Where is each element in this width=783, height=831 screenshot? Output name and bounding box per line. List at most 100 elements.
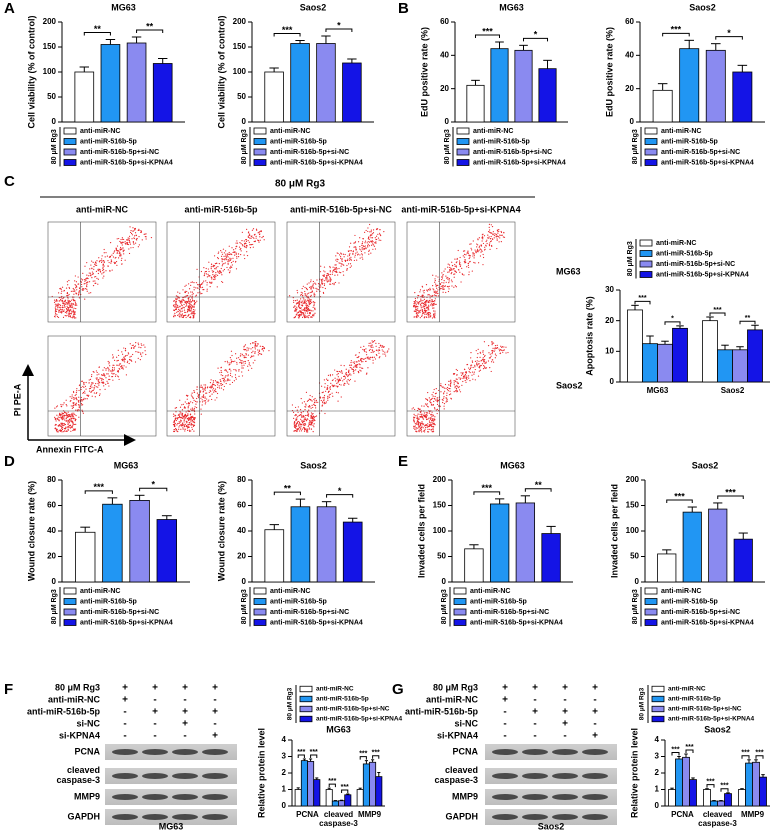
flow-dot — [214, 390, 216, 393]
flow-dot — [307, 431, 309, 433]
flow-dot — [354, 361, 356, 363]
flow-dot — [255, 228, 258, 230]
y-axis-label: Cell viability (% of control) — [216, 15, 226, 128]
flow-dot — [57, 416, 59, 418]
flow-dot — [471, 361, 474, 363]
flow-dot — [361, 256, 363, 258]
flow-dot — [310, 420, 312, 422]
flow-dot — [340, 263, 343, 265]
flow-dot — [253, 234, 256, 236]
flow-dot — [188, 300, 190, 302]
flow-dot — [204, 403, 206, 405]
flow-dot — [300, 307, 302, 310]
flow-dot — [235, 378, 237, 380]
flow-dot — [475, 250, 477, 252]
flow-dot — [323, 266, 326, 268]
flow-dot — [255, 341, 257, 343]
flow-dot — [451, 271, 453, 274]
flow-dot — [257, 342, 259, 345]
flow-dot — [372, 359, 374, 361]
flow-dot — [76, 409, 79, 411]
flow-dot — [55, 420, 57, 422]
flow-dot — [492, 238, 494, 241]
flow-dot — [347, 250, 349, 252]
flow-dot — [181, 409, 184, 411]
flow-dot — [459, 263, 461, 266]
flow-dot — [175, 295, 178, 297]
flow-dot — [423, 425, 425, 427]
y-tick-label: 40 — [625, 50, 634, 59]
flow-dot — [103, 374, 105, 376]
flow-dot — [449, 266, 451, 269]
flow-dot — [325, 278, 327, 280]
flow-dot — [54, 416, 56, 418]
flow-dot — [462, 377, 464, 379]
blot-band — [112, 773, 138, 779]
flow-dot — [464, 379, 466, 382]
flow-dot — [337, 259, 339, 261]
flow-dot — [173, 316, 175, 318]
flow-dot — [429, 399, 431, 401]
flow-dot — [312, 315, 314, 317]
x-tick-label: PCNA — [671, 810, 694, 819]
flow-dot — [60, 306, 62, 308]
flow-dot — [191, 311, 193, 313]
flow-dot — [422, 312, 424, 315]
flow-dot — [90, 391, 93, 393]
flow-dot — [416, 297, 419, 299]
flow-dot — [235, 370, 237, 372]
flow-dot — [68, 293, 70, 296]
flow-dot — [98, 268, 101, 270]
flow-dot — [340, 252, 342, 254]
flow-dot — [447, 263, 449, 265]
y-tick-label: 150 — [233, 42, 247, 51]
flow-dot — [190, 401, 192, 403]
flow-dot — [321, 280, 323, 282]
flow-dot — [57, 316, 60, 319]
flow-dot — [424, 309, 426, 311]
flow-dot — [189, 295, 191, 297]
flow-dot — [100, 259, 102, 262]
flow-dot — [63, 416, 65, 418]
flow-dot — [338, 378, 340, 380]
flow-dot — [96, 391, 98, 394]
flow-dot — [443, 282, 445, 284]
flow-dot — [481, 363, 484, 365]
flow-dot — [298, 426, 300, 428]
blot-strip — [485, 789, 617, 805]
flow-dot — [479, 364, 481, 367]
flow-dot — [221, 371, 223, 373]
flow-dot — [305, 404, 307, 406]
flow-dot — [219, 371, 221, 374]
flow-dot — [310, 417, 312, 419]
flow-dot — [64, 311, 66, 314]
error-bar — [736, 346, 744, 350]
legend-label: anti-miR-516b-5p+si-NC — [270, 149, 349, 156]
flow-dot — [79, 287, 81, 290]
flow-dot — [312, 406, 314, 409]
flow-dot — [425, 411, 427, 414]
flow-dot — [222, 380, 225, 382]
flow-dot — [113, 364, 115, 366]
flow-dot — [456, 257, 458, 260]
flow-dot — [350, 364, 353, 366]
flow-dot — [443, 396, 445, 398]
flow-dot — [88, 394, 90, 396]
flow-dot — [370, 345, 372, 347]
flow-dot — [76, 399, 78, 401]
blot-band — [492, 794, 518, 800]
y-tick-label: 0 — [52, 577, 57, 586]
flow-dot — [98, 384, 100, 386]
flow-dot — [425, 416, 428, 418]
flow-dot — [94, 276, 96, 278]
blot-band — [552, 814, 578, 820]
flow-dot — [450, 379, 452, 381]
flow-dot — [233, 368, 235, 371]
flow-dot — [111, 375, 114, 378]
flow-dot — [70, 421, 72, 423]
flow-dot — [294, 426, 296, 428]
flow-dot — [132, 227, 134, 229]
flow-dot — [122, 250, 124, 253]
flow-dot — [430, 424, 432, 427]
